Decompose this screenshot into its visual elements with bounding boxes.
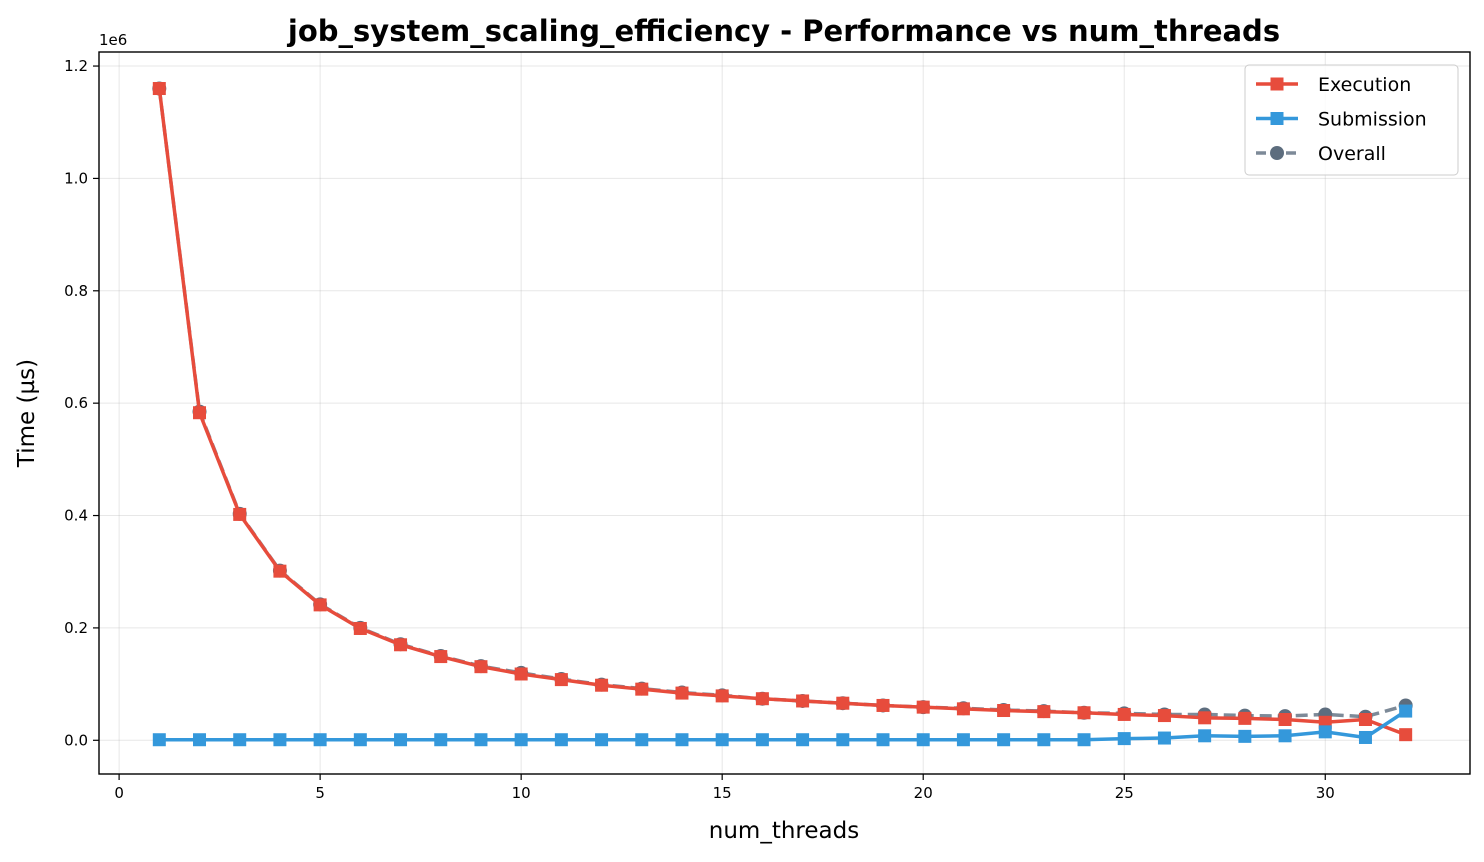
data-point-submission [1399,704,1413,718]
y-tick-label: 0.8 [64,282,88,300]
data-point-execution [1278,712,1292,726]
data-point-execution [1157,709,1171,723]
data-point-submission [233,733,247,747]
data-point-submission [1238,729,1252,743]
data-point-execution [1037,705,1051,719]
plot-series [152,81,1413,747]
data-point-submission [193,733,207,747]
data-point-submission [836,733,850,747]
data-point-execution [755,692,769,706]
y-offset-label: 1e6 [99,31,127,49]
data-point-execution [997,704,1011,718]
data-point-execution [876,698,890,712]
data-point-submission [273,733,287,747]
legend: Execution Submission Overall [1244,64,1459,176]
data-point-execution [595,678,609,692]
data-point-execution [313,598,327,612]
data-point-execution [233,507,247,521]
legend-marker-submission [1270,112,1284,125]
data-point-submission [474,733,488,747]
axis-ticks: 0 5 10 15 20 25 30 0.0 0.2 0.4 0.6 0.8 1.0 1.2 [64,57,1335,802]
data-point-submission [434,733,448,747]
data-point-execution [675,686,689,700]
x-tick-label: 5 [315,784,325,802]
legend-label-execution: Execution [1318,74,1411,96]
data-point-execution [956,702,970,716]
plot-frame [98,51,1471,775]
data-point-execution [152,82,166,96]
x-tick-label: 30 [1316,784,1335,802]
x-tick-label: 20 [914,784,933,802]
data-point-submission [1358,730,1372,744]
x-tick-label: 25 [1115,784,1134,802]
data-point-submission [353,733,367,747]
data-point-execution [1358,712,1372,726]
y-tick-label: 1.0 [64,169,88,187]
data-point-execution [434,650,448,664]
x-tick-label: 15 [713,784,732,802]
legend-marker-overall [1270,146,1284,160]
data-point-execution [273,564,287,578]
data-point-submission [1117,732,1131,746]
data-point-execution [193,406,207,420]
data-point-execution [474,660,488,674]
data-point-execution [715,689,729,703]
legend-marker-execution [1270,77,1284,91]
data-point-execution [514,667,528,681]
legend-box [1244,64,1459,176]
y-tick-label: 0.0 [64,731,88,749]
data-point-execution [353,621,367,635]
y-axis-label: Time (µs) [14,359,40,468]
data-point-submission [1278,729,1292,743]
data-point-execution [1117,707,1131,721]
data-point-submission [152,733,166,747]
series-submission [152,704,1413,747]
data-point-submission [1198,729,1212,743]
data-point-submission [394,733,408,747]
x-tick-label: 10 [512,784,531,802]
data-point-submission [1318,725,1332,739]
data-point-submission [675,733,689,747]
legend-label-submission: Submission [1318,109,1427,131]
data-point-submission [997,733,1011,747]
data-point-submission [514,733,528,747]
data-point-submission [876,733,890,747]
data-point-submission [1157,731,1171,745]
data-point-submission [1077,733,1091,747]
data-point-execution [1198,711,1212,725]
y-tick-label: 1.2 [64,57,88,75]
data-point-execution [554,673,568,687]
data-point-submission [313,733,327,747]
data-point-execution [394,638,408,652]
x-tick-label: 0 [114,784,124,802]
series-line-execution [157,88,1407,737]
data-point-execution [916,700,930,714]
data-point-submission [916,733,930,747]
data-point-execution [1077,706,1091,720]
data-point-submission [796,733,810,747]
y-tick-label: 0.6 [64,394,88,412]
data-point-execution [635,682,649,696]
y-tick-label: 0.2 [64,619,88,637]
data-point-submission [1037,733,1051,747]
y-tick-label: 0.4 [64,507,88,525]
data-point-submission [715,733,729,747]
x-axis-label: num_threads [709,818,859,844]
data-point-execution [1238,711,1252,725]
data-point-submission [635,733,649,747]
data-point-execution [796,694,810,708]
data-point-submission [956,733,970,747]
legend-label-overall: Overall [1318,143,1386,165]
data-point-submission [755,733,769,747]
series-line-submission [159,709,1407,742]
data-point-execution [1399,728,1413,742]
chart-title: job_system_scaling_efficiency - Performa… [287,14,1280,48]
data-point-submission [595,733,609,747]
data-point-submission [554,733,568,747]
series-execution [152,82,1413,742]
data-point-execution [836,696,850,710]
